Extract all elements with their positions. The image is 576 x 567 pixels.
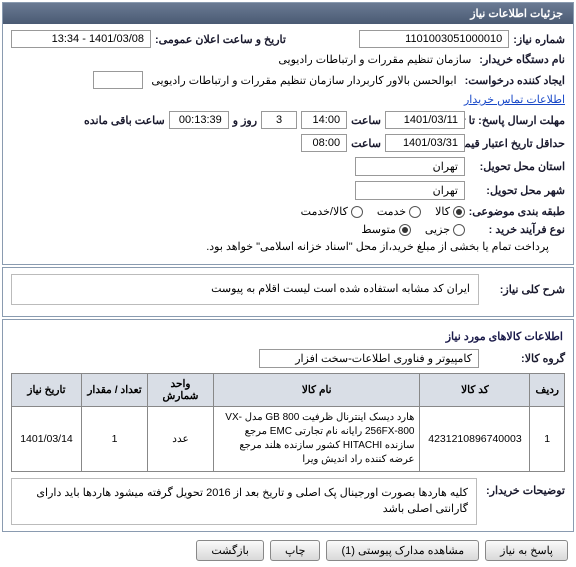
requester-extra-box xyxy=(93,71,143,89)
category-label: طبقه بندی موضوعی: xyxy=(469,205,565,218)
radio-goods-label: کالا xyxy=(435,205,450,218)
row-category: طبقه بندی موضوعی: کالا خدمت کالا/خدمت xyxy=(11,205,565,218)
announce-value: 1401/03/08 - 13:34 xyxy=(11,30,151,48)
remain-time: 00:13:39 xyxy=(169,111,229,129)
panel-title: جزئیات اطلاعات نیاز xyxy=(470,8,563,20)
back-button[interactable]: بازگشت xyxy=(196,540,264,561)
button-bar: پاسخ به نیاز مشاهده مدارک پیوستی (1) چاپ… xyxy=(0,534,576,567)
delivery-province-value: تهران xyxy=(355,157,465,176)
requester-label: ایجاد کننده درخواست: xyxy=(465,74,565,87)
time-label-1: ساعت xyxy=(351,114,381,127)
radio-service-label: خدمت xyxy=(377,205,406,218)
table-row: 1 4231210896740003 هارد دیسک اینترنال ظر… xyxy=(12,406,565,471)
group-label: گروه کالا: xyxy=(483,352,565,365)
row-deadline: مهلت ارسال پاسخ: تا تاریخ: 1401/03/11 سا… xyxy=(11,111,565,129)
group-value: کامپیوتر و فناوری اطلاعات-سخت افزار xyxy=(259,349,479,368)
days-label: روز و xyxy=(233,114,257,127)
cell-idx: 1 xyxy=(530,406,565,471)
row-group: گروه کالا: کامپیوتر و فناوری اطلاعات-سخت… xyxy=(11,349,565,368)
days-value: 3 xyxy=(261,111,297,129)
category-radio-group: کالا خدمت کالا/خدمت xyxy=(301,205,465,218)
deadline-date: 1401/03/11 xyxy=(385,111,465,129)
col-code: کد کالا xyxy=(420,373,530,406)
items-panel: اطلاعات کالاهای مورد نیاز گروه کالا: کام… xyxy=(2,319,574,532)
delivery-city-label: شهر محل تحویل: xyxy=(469,184,565,197)
col-name: نام کالا xyxy=(214,373,420,406)
col-date: تاریخ نیاز xyxy=(12,373,82,406)
buyer-org-value: سازمان تنظیم مقررات و ارتباطات رادیویی xyxy=(274,53,475,66)
panel-body: شماره نیاز: 1101003051000010 تاریخ و ساع… xyxy=(3,24,573,264)
row-summary: شرح کلی نیاز: ایران کد مشابه استفاده شده… xyxy=(11,274,565,305)
radio-both-label: کالا/خدمت xyxy=(301,205,348,218)
items-section-title: اطلاعات کالاهای مورد نیاز xyxy=(11,326,565,349)
need-details-panel: جزئیات اطلاعات نیاز شماره نیاز: 11010030… xyxy=(2,2,574,265)
deadline-label: مهلت ارسال پاسخ: تا تاریخ: xyxy=(469,114,565,127)
buyer-desc-label: توضیحات خریدار: xyxy=(483,478,565,497)
summary-label: شرح کلی نیاز: xyxy=(483,283,565,296)
col-unit: واحد شمارش xyxy=(148,373,214,406)
summary-text: ایران کد مشابه استفاده شده است لیست اقلا… xyxy=(11,274,479,305)
row-validity: حداقل تاریخ اعتبار قیمت: تا تاریخ: 1401/… xyxy=(11,134,565,152)
buyer-desc-text: کلیه هاردها بصورت اورجینال پک اصلی و تار… xyxy=(11,478,477,525)
row-delivery-city: شهر محل تحویل: تهران xyxy=(11,181,565,200)
need-no-value: 1101003051000010 xyxy=(359,30,509,48)
validity-label: حداقل تاریخ اعتبار قیمت: تا تاریخ: xyxy=(469,137,565,150)
row-process: نوع فرآیند خرید : جزیی متوسط پرداخت تمام… xyxy=(11,223,565,253)
radio-small[interactable]: جزیی xyxy=(425,223,465,236)
process-label: نوع فرآیند خرید : xyxy=(469,223,565,236)
summary-panel: شرح کلی نیاز: ایران کد مشابه استفاده شده… xyxy=(2,267,574,317)
need-no-label: شماره نیاز: xyxy=(513,33,565,46)
row-need-no: شماره نیاز: 1101003051000010 تاریخ و ساع… xyxy=(11,30,565,48)
col-row: ردیف xyxy=(530,373,565,406)
radio-goods[interactable]: کالا xyxy=(435,205,465,218)
items-header-row: ردیف کد کالا نام کالا واحد شمارش تعداد /… xyxy=(12,373,565,406)
cell-qty: 1 xyxy=(82,406,148,471)
buyer-org-label: نام دستگاه خریدار: xyxy=(479,53,565,66)
cell-date: 1401/03/14 xyxy=(12,406,82,471)
row-requester: ایجاد کننده درخواست: ابوالحسن بالاور کار… xyxy=(11,71,565,106)
validity-time: 08:00 xyxy=(301,134,347,152)
radio-mid-label: متوسط xyxy=(361,223,396,236)
validity-date: 1401/03/31 xyxy=(385,134,465,152)
row-buyer: نام دستگاه خریدار: سازمان تنظیم مقررات و… xyxy=(11,53,565,66)
row-buyer-desc: توضیحات خریدار: کلیه هاردها بصورت اورجین… xyxy=(11,478,565,525)
contact-link[interactable]: اطلاعات تماس خریدار xyxy=(464,93,565,106)
cell-name: هارد دیسک اینترنال ظرفیت GB 800 مدل VX-2… xyxy=(214,406,420,471)
radio-both[interactable]: کالا/خدمت xyxy=(301,205,363,218)
delivery-province-label: استان محل تحویل: xyxy=(469,160,565,173)
process-radio-group: جزیی متوسط xyxy=(361,223,465,236)
radio-service[interactable]: خدمت xyxy=(377,205,421,218)
cell-code: 4231210896740003 xyxy=(420,406,530,471)
cell-unit: عدد xyxy=(148,406,214,471)
col-qty: تعداد / مقدار xyxy=(82,373,148,406)
radio-mid[interactable]: متوسط xyxy=(361,223,411,236)
attachments-button[interactable]: مشاهده مدارک پیوستی (1) xyxy=(326,540,479,561)
requester-value: ابوالحسن بالاور کاربردار سازمان تنظیم مق… xyxy=(147,74,460,87)
items-table: ردیف کد کالا نام کالا واحد شمارش تعداد /… xyxy=(11,373,565,472)
panel-header: جزئیات اطلاعات نیاز xyxy=(3,3,573,24)
remain-label: ساعت باقی مانده xyxy=(84,114,165,127)
process-note: پرداخت تمام یا بخشی از مبلغ خرید،از محل … xyxy=(202,240,553,253)
reply-button[interactable]: پاسخ به نیاز xyxy=(485,540,568,561)
print-button[interactable]: چاپ xyxy=(270,540,321,561)
row-delivery-province: استان محل تحویل: تهران xyxy=(11,157,565,176)
announce-label: تاریخ و ساعت اعلان عمومی: xyxy=(155,33,286,46)
delivery-city-value: تهران xyxy=(355,181,465,200)
radio-small-label: جزیی xyxy=(425,223,450,236)
deadline-time: 14:00 xyxy=(301,111,347,129)
time-label-2: ساعت xyxy=(351,137,381,150)
